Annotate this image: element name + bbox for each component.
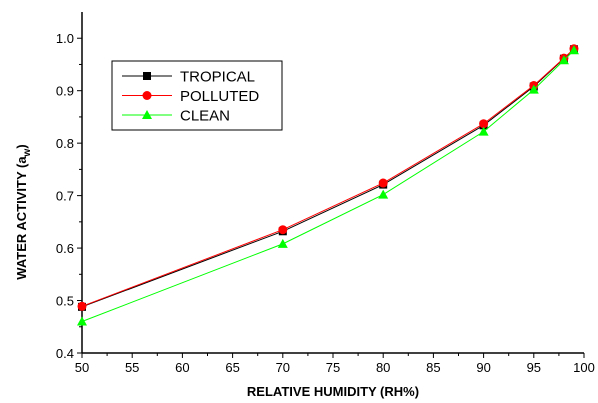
- marker-circle: [78, 302, 87, 311]
- y-tick-label: 0.9: [56, 84, 74, 99]
- legend: TROPICAL POLLUTED CLEAN: [112, 61, 282, 130]
- marker-triangle: [378, 190, 388, 199]
- y-axis-title-close: ): [14, 144, 29, 148]
- y-axis-title-subscript: w: [22, 148, 33, 157]
- y-axis-title-main: WATER ACTIVITY (a: [14, 156, 29, 280]
- marker-square: [143, 72, 151, 80]
- x-tick-label: 65: [225, 360, 239, 375]
- y-tick-label: 0.4: [56, 346, 74, 361]
- x-tick-label: 100: [573, 360, 595, 375]
- y-axis-title: WATER ACTIVITY (aw): [14, 144, 33, 279]
- x-tick-label: 75: [326, 360, 340, 375]
- legend-label: CLEAN: [180, 108, 230, 125]
- x-tick-label: 60: [175, 360, 189, 375]
- y-tick-label: 0.7: [56, 189, 74, 204]
- marker-triangle: [278, 239, 288, 248]
- y-tick-label: 0.5: [56, 294, 74, 309]
- x-axis-ticks: 50 55 60 65 70 75 80 85 90 95 100: [75, 353, 595, 375]
- legend-label: POLLUTED: [180, 88, 259, 105]
- x-tick-label: 55: [125, 360, 139, 375]
- marker-circle: [143, 91, 152, 100]
- marker-circle: [379, 179, 388, 188]
- y-tick-label: 1.0: [56, 31, 74, 46]
- x-tick-label: 90: [476, 360, 490, 375]
- y-axis-ticks: 0.4 0.5 0.6 0.7 0.8 0.9 1.0: [56, 31, 82, 361]
- x-tick-label: 95: [527, 360, 541, 375]
- x-tick-label: 85: [426, 360, 440, 375]
- y-tick-label: 0.6: [56, 241, 74, 256]
- x-tick-label: 50: [75, 360, 89, 375]
- x-tick-label: 80: [376, 360, 390, 375]
- legend-label: TROPICAL: [180, 69, 255, 86]
- x-axis-title: RELATIVE HUMIDITY (RH%): [247, 384, 419, 399]
- y-tick-label: 0.8: [56, 136, 74, 151]
- marker-triangle: [77, 317, 87, 326]
- marker-circle: [278, 225, 287, 234]
- x-tick-label: 70: [276, 360, 290, 375]
